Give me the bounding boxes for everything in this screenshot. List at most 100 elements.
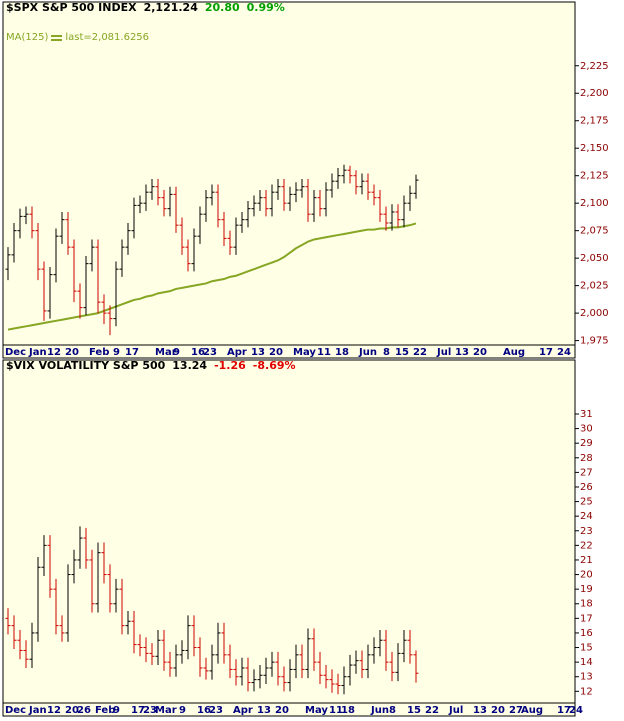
x-tick-label: 23 — [209, 705, 223, 716]
legend-label: last=2,081.6256 — [65, 32, 150, 43]
y-tick-label: 12 — [580, 686, 593, 697]
y-tick-label: 2,000 — [580, 308, 609, 319]
last-price: 13.24 — [172, 359, 208, 372]
plot-area — [2, 1, 576, 346]
y-tick-label: 31 — [580, 409, 593, 420]
y-tick-label: 2,125 — [580, 171, 609, 182]
header: $SPX S&P 500 INDEX 2,121.24 20.80 0.99% — [6, 1, 285, 14]
legend-name: MA(125) — [6, 32, 49, 43]
y-tick-label: 13 — [580, 672, 593, 683]
y-tick-label: 23 — [580, 526, 593, 537]
y-tick-label: 19 — [580, 584, 593, 595]
y-tick-label: 2,175 — [580, 116, 609, 127]
y-tick-label: 30 — [580, 424, 593, 435]
x-tick-label: 16 — [197, 705, 211, 716]
x-tick-label: 12 — [47, 705, 61, 716]
x-tick-label: 13 — [473, 705, 487, 716]
x-tick-label: 23 — [203, 347, 217, 358]
y-tick-label: 2,100 — [580, 198, 609, 209]
x-tick-label: Jul — [436, 347, 451, 358]
x-tick-label: 20 — [269, 347, 283, 358]
y-tick-label: 26 — [580, 482, 593, 493]
x-tick-label: Feb — [95, 705, 115, 716]
y-tick-label: 27 — [580, 467, 593, 478]
date-axis — [2, 702, 576, 717]
moving-average — [7, 222, 417, 331]
y-tick-label: 16 — [580, 628, 593, 639]
x-tick-label: 15 — [407, 705, 421, 716]
x-tick-label: 17 — [125, 347, 139, 358]
x-tick-label: 9 — [113, 347, 120, 358]
change: 20.80 — [204, 1, 240, 14]
y-tick-label: 22 — [580, 540, 593, 551]
x-tick-label: 16 — [191, 347, 205, 358]
x-tick-label: Dec — [5, 347, 26, 358]
x-tick-label: 9 — [113, 705, 120, 716]
y-tick-label: 2,050 — [580, 253, 609, 264]
x-tick-label: 9 — [173, 347, 180, 358]
change-pct: -8.69% — [252, 359, 296, 372]
x-tick-label: 20 — [491, 705, 505, 716]
y-tick-label: 18 — [580, 599, 593, 610]
x-tick-label: 15 — [395, 347, 409, 358]
x-tick-label: 20 — [275, 705, 289, 716]
x-tick-label: Dec — [5, 705, 26, 716]
x-tick-label: Jan — [28, 705, 47, 716]
x-tick-label: Jul — [448, 705, 463, 716]
x-tick-label: 24 — [557, 347, 571, 358]
y-tick-label: 2,025 — [580, 281, 609, 292]
last-price: 2,121.24 — [143, 1, 198, 14]
x-tick-label: May — [305, 705, 328, 716]
date-axis — [2, 344, 576, 359]
y-tick-label: 25 — [580, 497, 593, 508]
x-tick-label: 11 — [329, 705, 343, 716]
x-tick-label: 27 — [509, 705, 523, 716]
x-tick-label: 11 — [317, 347, 331, 358]
x-tick-label: 18 — [341, 705, 355, 716]
x-tick-label: Apr — [233, 705, 253, 716]
y-tick-label: 2,150 — [580, 143, 609, 154]
x-tick-label: 13 — [251, 347, 265, 358]
y-tick-label: 15 — [580, 643, 593, 654]
y-tick-label: 24 — [580, 511, 593, 522]
x-tick-label: May — [293, 347, 316, 358]
x-tick-label: 23 — [143, 705, 157, 716]
y-tick-label: 2,075 — [580, 226, 609, 237]
x-tick-label: 17 — [557, 705, 571, 716]
legend-swatch — [51, 34, 63, 41]
x-tick-label: Apr — [227, 347, 247, 358]
y-tick-label: 1,975 — [580, 336, 609, 347]
x-tick-label: 8 — [383, 347, 390, 358]
plot-area — [2, 359, 576, 704]
x-tick-label: 13 — [455, 347, 469, 358]
symbol-title: $SPX S&P 500 INDEX — [6, 1, 137, 14]
x-tick-label: Mar — [155, 347, 177, 358]
y-tick-label: 20 — [580, 570, 593, 581]
x-tick-label: Jan — [28, 347, 47, 358]
x-tick-label: 17 — [131, 705, 145, 716]
y-tick-label: 29 — [580, 438, 593, 449]
x-tick-label: 22 — [413, 347, 427, 358]
x-tick-label: Mar — [155, 705, 177, 716]
y-tick-label: 14 — [580, 657, 593, 668]
change-pct: 0.99% — [246, 1, 285, 14]
y-tick-label: 21 — [580, 555, 593, 566]
y-tick-label: 2,200 — [580, 88, 609, 99]
x-tick-label: 22 — [425, 705, 439, 716]
x-tick-label: Aug — [503, 347, 525, 358]
x-tick-label: 8 — [389, 705, 396, 716]
y-tick-label: 28 — [580, 453, 593, 464]
header: $VIX VOLATILITY S&P 500 13.24 -1.26 -8.6… — [6, 359, 296, 372]
x-tick-label: 20 — [473, 347, 487, 358]
y-tick-label: 17 — [580, 613, 593, 624]
x-tick-label: Aug — [521, 705, 543, 716]
legend: MA(125) last=2,081.6256 — [6, 32, 149, 43]
change: -1.26 — [214, 359, 246, 372]
y-tick-label: 2,225 — [580, 61, 609, 72]
x-tick-label: Feb — [89, 347, 109, 358]
x-tick-label: 18 — [335, 347, 349, 358]
x-tick-label: 9 — [179, 705, 186, 716]
x-tick-label: Jun — [370, 705, 389, 716]
